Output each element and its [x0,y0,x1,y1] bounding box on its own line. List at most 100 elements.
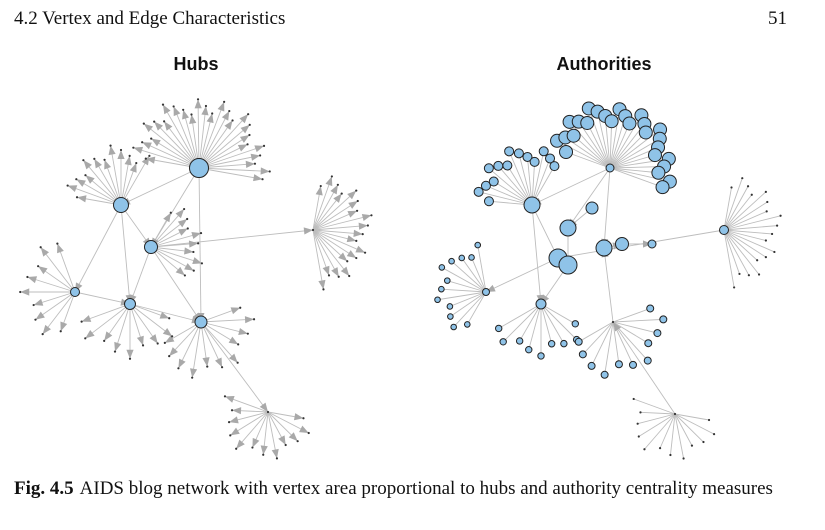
leaf-vertex [474,241,482,249]
edge-arrowhead [194,99,202,109]
edge-arrowhead [94,158,102,169]
leaf-vertex [515,337,524,345]
edge [461,257,487,293]
edge [609,123,645,169]
leaf-vertex [197,242,200,245]
caption-text: AIDS blog network with vertex area propo… [79,478,773,499]
hub-vertex [144,240,158,254]
edge-arrowhead [232,407,242,415]
leaf-vertex [223,395,227,398]
edge [640,411,676,415]
edge-arrowhead [124,155,132,166]
edge [540,303,577,340]
leaf-vertex [438,264,446,271]
leaf-vertex [268,170,271,173]
edge [723,229,767,241]
leaf-vertex [84,174,87,177]
edge [200,321,269,413]
leaf-vertex [690,444,694,447]
edge-arrowhead [129,163,137,173]
edge-arrowhead [221,111,230,121]
edge [110,145,122,206]
edge-arrowhead [230,427,240,436]
edge-arrowhead [245,160,255,168]
edge [198,145,265,169]
leaf-vertex [434,296,441,304]
leaf-vertex [776,224,779,227]
leaf-vertex [156,342,159,345]
leaf-vertex [161,103,165,106]
leaf-vertex [113,350,117,353]
leaf-vertex [356,209,359,212]
leaf-vertex [646,304,655,313]
edge [609,123,630,169]
leaf-vertex [644,339,653,348]
leaf-vertex [262,144,266,147]
edge [540,303,565,344]
edge [674,413,693,446]
edge [723,178,743,231]
edge [198,105,207,169]
hub-vertex [615,237,629,251]
leaf-vertex [566,128,581,143]
edge [723,229,775,253]
leaf-vertex [682,457,685,460]
edge [450,291,487,317]
edge-arrowhead [192,257,202,265]
edge [603,247,614,323]
leaf-vertex [75,178,78,181]
hub-vertex [585,201,599,215]
leaf-vertex [183,274,186,277]
edge-arrowhead [20,288,30,296]
leaf-vertex [119,148,123,152]
leaf-vertex [141,141,144,144]
leaf-vertex [296,440,299,443]
leaf-vertex [135,161,138,165]
leaf-vertex [66,184,69,187]
edge-arrowhead [288,432,298,442]
leaf-vertex [513,148,524,159]
edge-arrowhead [104,331,113,341]
leaf-vertex [220,366,224,369]
edge [723,229,735,288]
edge [612,321,649,344]
leaf-vertex [168,355,171,358]
edge [578,321,614,343]
edge-arrowhead [175,209,185,219]
leaf-vertex [604,114,619,129]
leaf-vertex [636,422,639,425]
edge [669,413,676,456]
leaf-vertex [26,275,29,279]
leaf-vertex [182,108,185,111]
edge [637,413,676,425]
edge [528,303,542,350]
edge-arrowhead [237,144,248,152]
leaf-vertex [186,217,189,221]
leaf-vertex [190,113,193,116]
leaf-vertex [651,165,666,180]
edge-arrowhead [346,235,357,243]
edge-arrowhead [85,329,95,339]
leaf-vertex [468,254,475,261]
page-number: 51 [768,8,787,29]
leaf-vertex [446,303,454,310]
hub-vertex [124,298,136,310]
edge-arrowhead [188,240,199,248]
leaf-vertex [103,339,106,342]
leaf-vertex [37,265,40,268]
edge [312,229,350,277]
leaf-vertex [547,340,556,348]
edge [609,138,661,169]
leaf-vertex [638,125,653,140]
hub-vertex [194,315,208,329]
edge-arrowhead [202,357,210,367]
edge [723,229,773,235]
edge-arrowhead [330,184,338,195]
edge [485,257,559,293]
hub-vertex [266,410,270,414]
edge [508,151,533,206]
edge-arrowhead [77,195,87,203]
edge [129,246,152,305]
leaf-vertex [458,254,466,262]
leaf-vertex [707,418,711,422]
